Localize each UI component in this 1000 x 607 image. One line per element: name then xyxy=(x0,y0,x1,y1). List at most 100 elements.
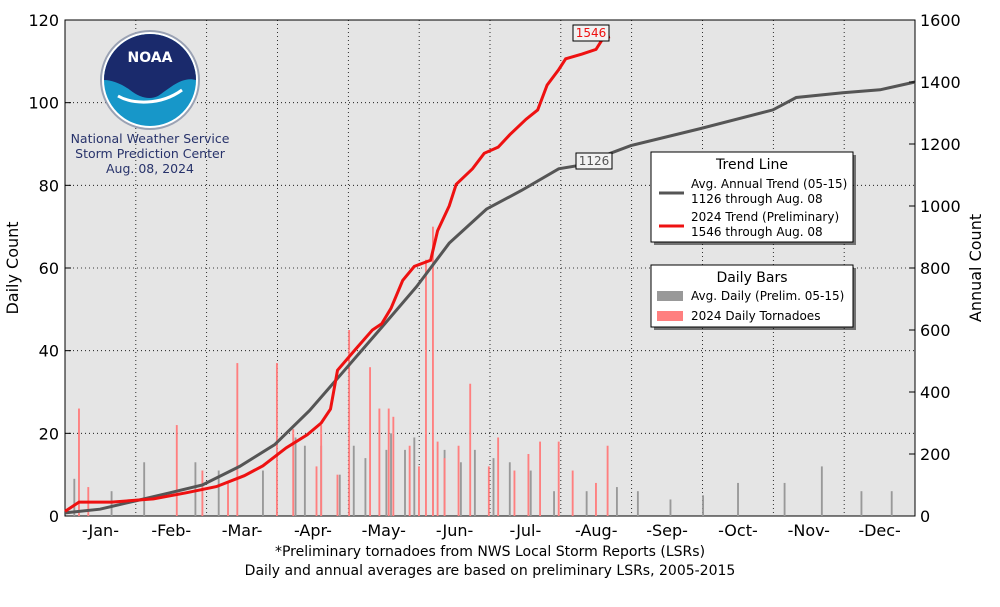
avg-daily-bar xyxy=(294,437,297,516)
daily-2024-bar xyxy=(557,441,560,516)
x-tick-label: -Feb- xyxy=(151,521,191,540)
daily-2024-bar xyxy=(527,454,530,516)
y-axis-right-title: Annual Count xyxy=(966,214,985,322)
daily-2024-bar xyxy=(408,445,411,516)
daily-2024-bar xyxy=(275,363,278,516)
y-left-tick-label: 120 xyxy=(28,11,59,30)
avg-daily-bar xyxy=(702,495,705,516)
daily-2024-bar xyxy=(348,330,351,516)
bars-legend-title: Daily Bars xyxy=(716,270,787,286)
avg-daily-bar xyxy=(194,462,197,516)
avg-daily-bar xyxy=(820,466,823,516)
trend-legend-2024-name: 2024 Trend (Preliminary) xyxy=(691,210,839,224)
x-tick-label: -Jun- xyxy=(436,521,473,540)
daily-2024-bar xyxy=(425,259,427,516)
y-right-tick-label: 1600 xyxy=(920,11,961,30)
avg-daily-bar xyxy=(860,491,863,516)
daily-2024-bar xyxy=(469,383,472,516)
x-tick-label: -Aug- xyxy=(575,521,617,540)
x-tick-label: -Apr- xyxy=(294,521,332,540)
y-right-tick-label: 1400 xyxy=(920,73,961,92)
avg-daily-bar xyxy=(413,437,416,516)
daily-2024-bar xyxy=(606,445,609,516)
x-tick-label: -Jan- xyxy=(82,521,119,540)
avg-daily-bar xyxy=(636,491,639,516)
avg-daily-bar xyxy=(890,491,893,516)
annual-trend-end-label: 1126 xyxy=(575,152,613,170)
x-tick-label: -May- xyxy=(362,521,406,540)
daily-2024-bar xyxy=(487,466,490,516)
avg-daily-bar xyxy=(262,470,264,516)
y-right-tick-label: 0 xyxy=(920,507,930,526)
daily-2024-bar xyxy=(378,408,381,516)
trend-legend-avg-detail: 1126 through Aug. 08 xyxy=(691,192,823,206)
avg-daily-bar xyxy=(385,449,388,516)
x-axis: -Jan- -Feb- -Mar- -Apr- -May- -Jun- -Jul- -Aug-… xyxy=(82,521,901,540)
daily-2024-bar xyxy=(595,482,597,516)
y-right-tick-label: 600 xyxy=(920,321,951,340)
avg-daily-bar xyxy=(615,487,618,516)
avg-daily-bar xyxy=(669,499,672,516)
y-left-tick-label: 80 xyxy=(39,176,59,195)
x-tick-label: -Nov- xyxy=(788,521,830,540)
noaa-logo: NOAA xyxy=(100,30,200,130)
y-left-tick-label: 40 xyxy=(39,342,59,361)
y-axis-right: 0 200 400 600 800 1000 1200 1400 1600 xyxy=(909,11,961,526)
logo-text: NOAA xyxy=(128,50,173,66)
daily-2024-bar xyxy=(539,441,541,516)
org-date: Aug. 08, 2024 xyxy=(106,161,194,176)
daily-2024-bar xyxy=(513,470,516,516)
avg-daily-bar xyxy=(338,474,341,516)
y-left-tick-label: 100 xyxy=(28,94,59,113)
footnote-line-2: Daily and annual averages are based on p… xyxy=(245,563,736,579)
daily-2024-bar xyxy=(236,363,239,516)
daily-2024-bar xyxy=(497,437,500,516)
x-tick-label: -Dec- xyxy=(858,521,901,540)
trend-legend: Trend Line Avg. Annual Trend (05-15) 112… xyxy=(650,151,856,245)
avg-daily-bar xyxy=(73,478,76,516)
daily-2024-bar xyxy=(227,482,229,516)
avg-daily-bar xyxy=(529,470,532,516)
avg-daily-bar xyxy=(553,491,555,516)
y-right-tick-label: 800 xyxy=(920,259,951,278)
trend-legend-title: Trend Line xyxy=(715,157,788,173)
x-tick-label: -Oct- xyxy=(718,521,758,540)
y-right-tick-label: 1200 xyxy=(920,135,961,154)
avg-daily-bar xyxy=(783,482,786,516)
avg-daily-bar xyxy=(508,462,511,516)
avg-daily-bar xyxy=(459,462,462,516)
y-right-tick-label: 200 xyxy=(920,445,951,464)
daily-2024-bar xyxy=(201,470,204,516)
annual-trend-end-value: 1126 xyxy=(579,154,610,168)
x-tick-label: -Jul- xyxy=(510,521,542,540)
avg-daily-bar xyxy=(492,458,495,516)
org-line-2: Storm Prediction Center xyxy=(75,146,226,161)
footnote-line-1: *Preliminary tornadoes from NWS Local St… xyxy=(275,544,705,560)
daily-2024-bar xyxy=(392,416,395,516)
bars-legend-avg-label: Avg. Daily (Prelim. 05-15) xyxy=(691,289,844,303)
daily-2024-bar xyxy=(571,470,574,516)
avg-daily-bar xyxy=(737,482,739,516)
daily-2024-bar xyxy=(336,474,339,516)
daily-2024-bar xyxy=(369,367,371,516)
y-axis-left: 0 20 40 60 80 100 120 xyxy=(28,11,71,526)
daily-2024-bar xyxy=(436,441,439,516)
y-left-tick-label: 20 xyxy=(39,424,59,443)
org-line-1: National Weather Service xyxy=(71,131,230,146)
avg-daily-bar xyxy=(217,470,220,516)
bars-legend: Daily Bars Avg. Daily (Prelim. 05-15) 20… xyxy=(650,264,856,330)
daily-2024-bars xyxy=(78,226,609,516)
bars-legend-2024-swatch xyxy=(657,311,683,321)
bars-legend-avg-swatch xyxy=(657,291,683,301)
avg-daily-bar xyxy=(473,449,476,516)
annual-trend-line xyxy=(64,80,916,515)
y-right-tick-label: 1000 xyxy=(920,197,961,216)
daily-2024-bar xyxy=(443,458,446,516)
y-right-tick-label: 400 xyxy=(920,383,951,402)
avg-daily-bar xyxy=(303,445,306,516)
trend-2024-end-label: 1546 xyxy=(572,24,610,42)
y-left-tick-label: 60 xyxy=(39,259,59,278)
daily-2024-bar xyxy=(418,466,420,516)
daily-2024-bar xyxy=(315,466,318,516)
